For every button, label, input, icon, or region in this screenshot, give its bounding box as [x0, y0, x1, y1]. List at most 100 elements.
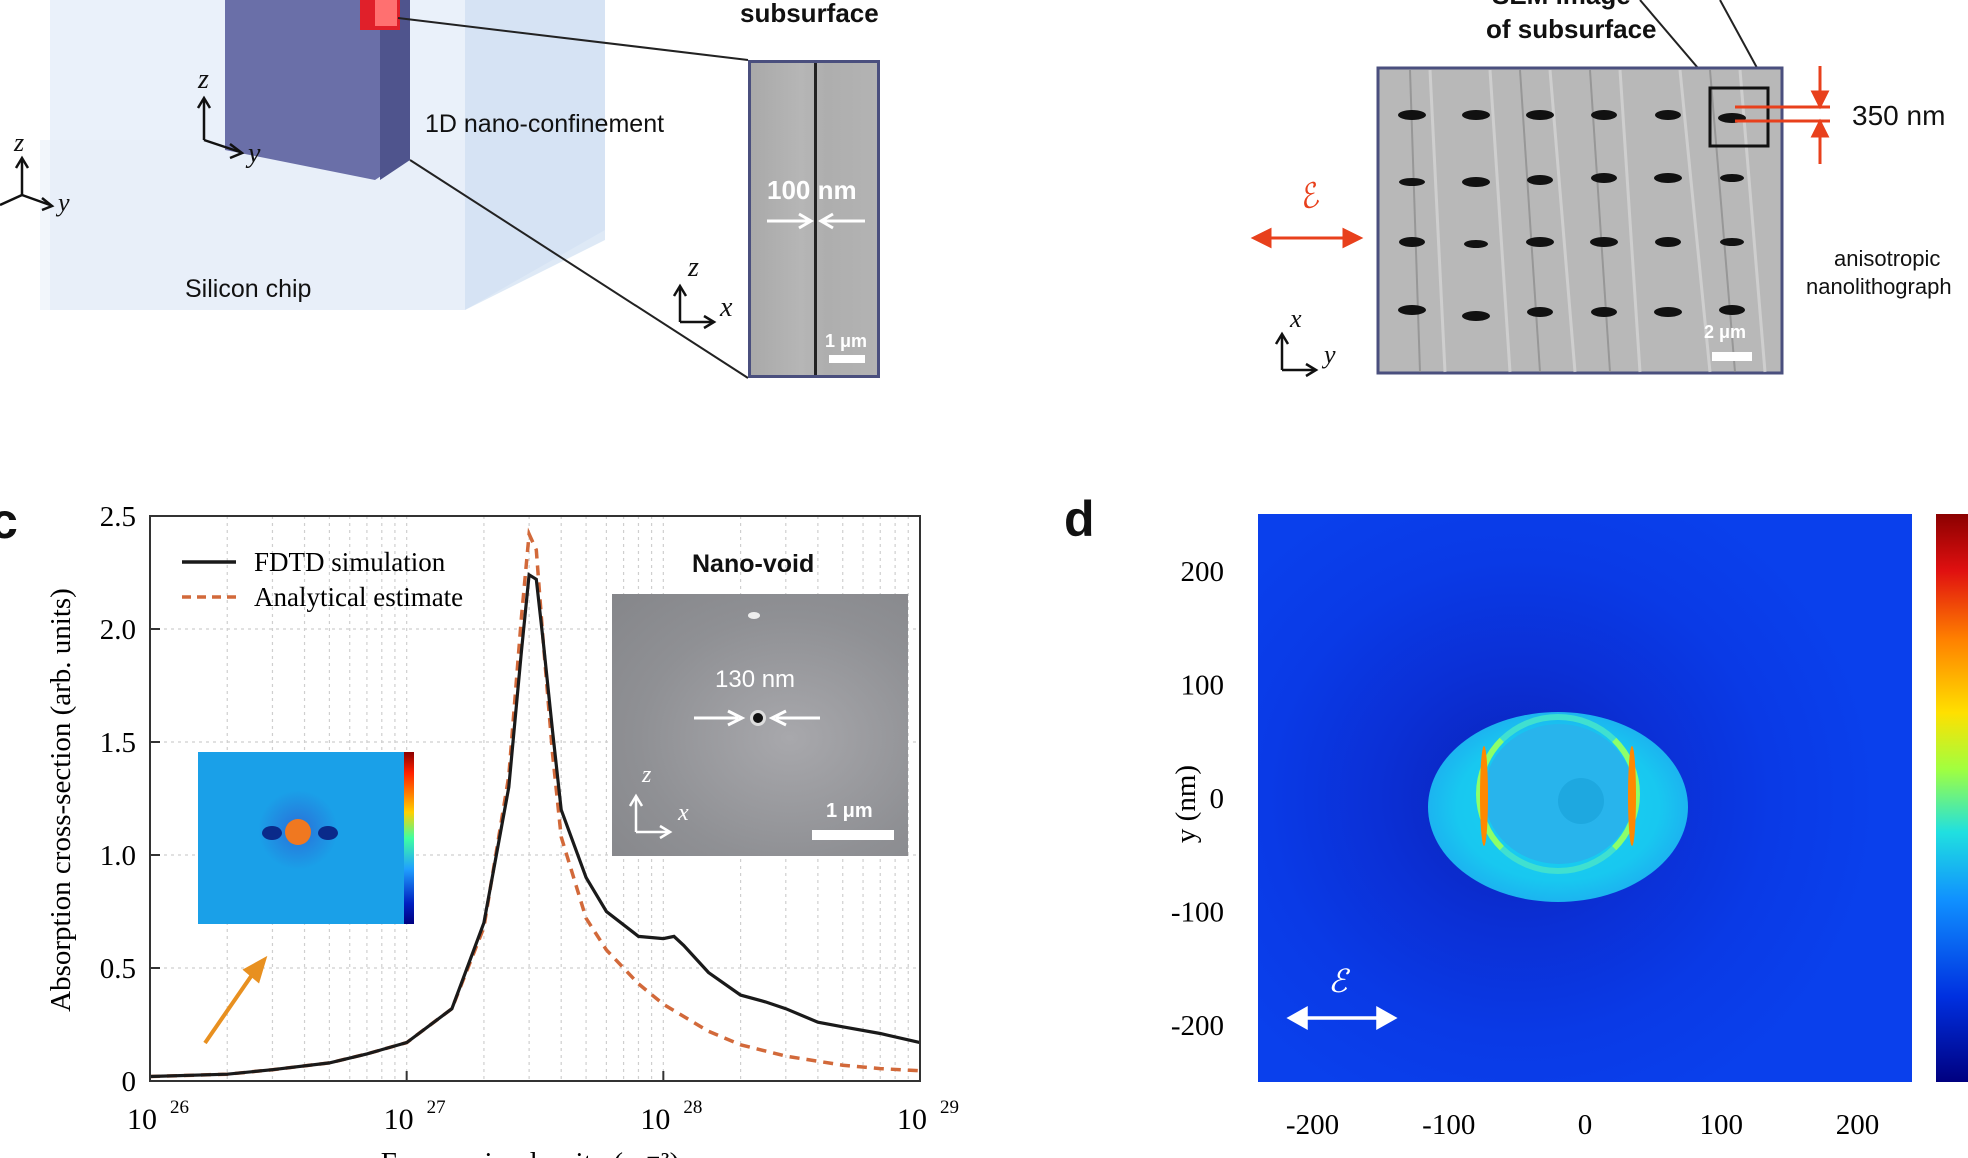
- inset-pointer-arrow: [203, 955, 268, 1045]
- heatmap-y-tick-label: 100: [1181, 669, 1225, 701]
- heatmap-y-tick-label: -100: [1171, 897, 1224, 929]
- legend-label: Analytical estimate: [254, 582, 463, 612]
- y-tick-label: 1.0: [100, 840, 136, 872]
- nano-void-hole: [750, 710, 766, 726]
- axes-outer: [0, 155, 55, 212]
- heatmap-y-tick-label: 200: [1181, 556, 1225, 588]
- y-tick-label: 2.0: [100, 614, 136, 646]
- inset-colorbar: [404, 752, 414, 924]
- sem-crack-line: [814, 63, 817, 375]
- x-tick-exponent: 26: [170, 1097, 189, 1118]
- ring-hotspot-left: [1480, 746, 1488, 846]
- nanolithograph-label: nanolithograph: [1806, 274, 1952, 299]
- y-tick-label: 0: [122, 1066, 137, 1098]
- axis-y-label-b: y: [1324, 340, 1336, 369]
- y-tick-label: 2.5: [100, 501, 136, 533]
- dim-350nm-label: 350 nm: [1852, 100, 1946, 131]
- nano-void-scale-bar: [812, 830, 894, 840]
- field-symbol-d: ℰ: [1328, 963, 1348, 999]
- heatmap-x-tick-label: -200: [1286, 1109, 1339, 1141]
- nano-void-dim-label: 130 nm: [715, 666, 796, 693]
- heatmap-x-tick-label: -100: [1422, 1109, 1475, 1141]
- nano-void-sem: 130 nm z x 1 μm: [612, 594, 908, 856]
- scale-1um-label-a: 1 μm: [825, 331, 868, 351]
- zoom-line-top: [397, 17, 749, 61]
- y-tick-label: 1.5: [100, 727, 136, 759]
- chart-x-axis-label: Free carrier density (m⁻³): [381, 1147, 680, 1158]
- chart-lines: [149, 527, 921, 1079]
- scale-bar-a: [829, 355, 865, 363]
- axis-x-label-sem: x: [720, 292, 733, 323]
- x-tick-exponent: 27: [427, 1097, 446, 1118]
- x-tick-label: 10: [384, 1103, 414, 1136]
- enhancement-ring: [1476, 714, 1640, 874]
- dim-350nm-marker: [1735, 66, 1830, 164]
- nano-block-side: [380, 0, 410, 180]
- plot-frame: [149, 515, 921, 1082]
- scale-2um-label: 2 μm: [1704, 322, 1747, 342]
- axes-b: [1274, 331, 1319, 378]
- x-tick-label: 10: [640, 1103, 670, 1136]
- heatmap-colorbar: [1936, 514, 1968, 1082]
- inset-particle: [285, 819, 311, 845]
- scale-100nm-label: 100 nm: [767, 175, 857, 205]
- heatmap-y-tick-label: 0: [1210, 783, 1225, 815]
- axis-y-label-outer: y: [58, 188, 70, 217]
- panel-b-illustration: [1250, 0, 1830, 378]
- arrows-100nm: [767, 212, 865, 230]
- laser-highlight: [375, 0, 397, 26]
- ring-hotspot-right: [1628, 746, 1636, 846]
- sem-image-a: 100 nm 1 μm: [748, 60, 880, 378]
- zoom-box: [1708, 86, 1770, 148]
- panel-c-letter: c: [0, 493, 18, 549]
- heatmap-x-tick-label: 100: [1700, 1109, 1744, 1141]
- nano-void-title: Nano-void: [692, 550, 815, 578]
- x-tick-label: 10: [127, 1103, 157, 1136]
- nano-void-scale-label: 1 μm: [826, 800, 873, 822]
- y-tick-label: 0.5: [100, 953, 136, 985]
- chart-y-axis-label: Absorption cross-section (arb. units): [45, 588, 77, 1012]
- silicon-chip-side: [465, 0, 605, 310]
- axis-z-label-outer: z: [14, 128, 25, 157]
- axes-sem-a: [672, 283, 717, 330]
- axis-z-label-inner: z: [198, 64, 209, 95]
- x-tick-label: 10: [897, 1103, 927, 1136]
- inset-dark-lobe-right: [318, 826, 338, 840]
- series-line-fdtd-simulation: [149, 572, 921, 1079]
- axes-inner: [196, 95, 245, 160]
- legend-label: FDTD simulation: [254, 547, 446, 577]
- nano-void-axis-x: x: [678, 800, 689, 826]
- axis-x-label-b: x: [1290, 304, 1302, 333]
- chart-ticks: 0 0.5 1.0 1.5 2.0 2.5 10 26 10 27 10 28 10 29: [100, 501, 959, 1136]
- panel-d-letter: d: [1064, 491, 1095, 547]
- central-void: [1558, 778, 1604, 824]
- silicon-chip-front: [40, 140, 465, 310]
- axis-y-label-inner: y: [248, 138, 261, 169]
- nano-confinement-label: 1D nano-confinement: [425, 110, 665, 138]
- sem-heading-line1: SEM image: [1492, 0, 1631, 11]
- inset-field-map: [198, 752, 404, 924]
- axis-z-label-sem: z: [688, 252, 699, 283]
- nano-void-arrows: [694, 709, 820, 727]
- efield-arrow-b: [1250, 227, 1364, 249]
- silicon-chip-label: Silicon chip: [185, 275, 312, 303]
- chart-legend: FDTD simulation Analytical estimate: [182, 547, 463, 612]
- panel-a-illustration: [0, 0, 749, 379]
- x-tick-exponent: 28: [683, 1097, 702, 1118]
- efield-arrow-d: [1286, 1006, 1398, 1030]
- sem-heading-line2: of subsurface: [1486, 14, 1657, 44]
- anisotropic-label: anisotropic: [1834, 246, 1941, 271]
- nano-void-axes: [628, 793, 673, 840]
- heatmap-x-tick-label: 200: [1836, 1109, 1880, 1141]
- zoom-line-bottom: [409, 159, 749, 379]
- nano-void-axis-z: z: [642, 762, 652, 788]
- inset-dark-lobe-left: [262, 826, 282, 840]
- panel-a-heading: subsurface: [740, 0, 879, 28]
- x-tick-exponent: 29: [940, 1097, 959, 1118]
- heatmap-x-tick-label: 0: [1578, 1109, 1593, 1141]
- heatmap-y-axis-label: y (nm): [1170, 765, 1202, 843]
- heatmap-y-tick-label: -200: [1171, 1010, 1224, 1042]
- field-heatmap: ℰ: [1258, 514, 1912, 1082]
- heatmap-axes: -200 -100 0 100 200 200 100 0 -100 -200 y (nm): [1170, 556, 1880, 1141]
- nano-block-front: [225, 0, 405, 180]
